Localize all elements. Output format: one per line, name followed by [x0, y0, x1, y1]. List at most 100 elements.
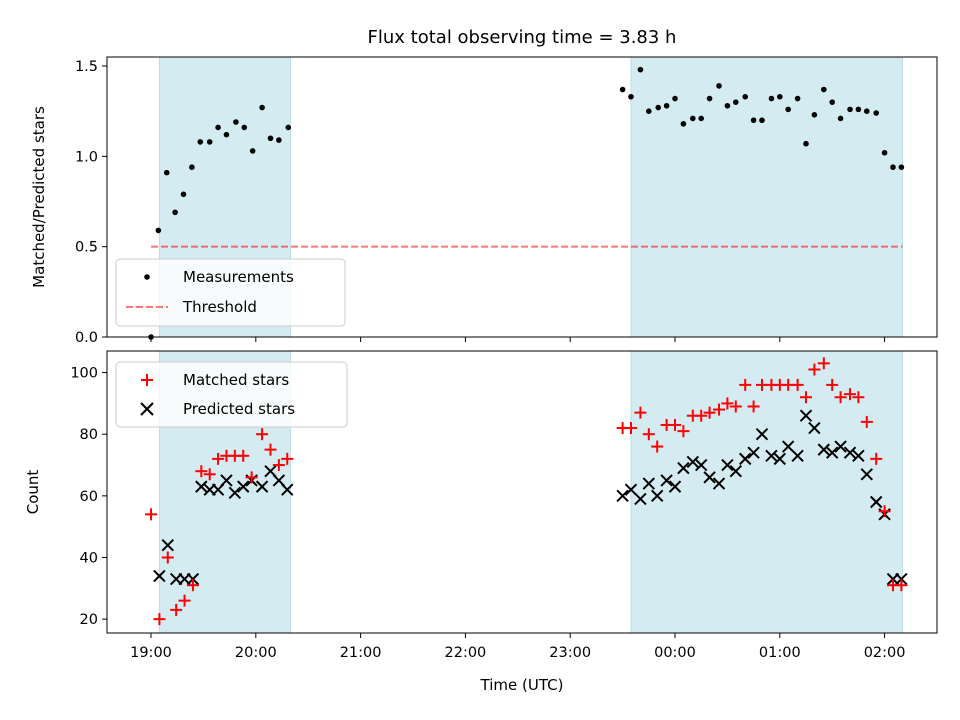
measurement-point — [680, 121, 687, 127]
y-tick-label: 40 — [80, 550, 98, 566]
matched-star-point — [634, 406, 647, 419]
predicted-star-point — [808, 421, 821, 435]
matched-star-point — [791, 378, 804, 391]
bottom-legend: Matched stars Predicted stars — [115, 361, 348, 428]
matched-star-point — [237, 449, 250, 462]
legend-label-measurements: Measurements — [183, 268, 294, 286]
measurement-point — [267, 135, 274, 142]
top-y-axis-label: Matched/Predicted stars — [30, 106, 48, 288]
predicted-star-point — [799, 409, 813, 422]
bottom-x-ticks: 19:00 20:00 21:00 22:00 23:00 00:00 01:00 02:00 — [130, 633, 905, 661]
matched-star-point — [739, 378, 752, 391]
matched-star-point — [713, 403, 726, 416]
measurement-point — [259, 104, 265, 111]
predicted-star-point — [781, 440, 795, 453]
predicted-star-point — [668, 480, 682, 493]
x-tick-label: 19:00 — [130, 645, 172, 661]
matched-star-point — [170, 603, 183, 616]
matched-star-point — [212, 452, 225, 465]
matched-star-point — [808, 363, 821, 376]
count-points — [145, 357, 908, 626]
predicted-star-point — [634, 492, 647, 506]
matched-star-point — [895, 579, 908, 592]
bottom-legend-box — [115, 361, 348, 428]
y-tick-label: 80 — [80, 427, 98, 443]
x-axis-label: Time (UTC) — [480, 676, 564, 694]
matched-star-point — [844, 388, 857, 401]
matched-star-point — [161, 551, 174, 564]
measurement-point — [855, 106, 862, 113]
measurement-point — [215, 124, 221, 131]
measurement-point — [863, 108, 870, 114]
matched-star-point — [195, 465, 208, 478]
predicted-star-point — [694, 458, 708, 472]
legend-marker-measurements — [144, 274, 150, 280]
y-tick-label: 20 — [80, 612, 98, 628]
y-tick-label: 1.0 — [75, 149, 98, 165]
predicted-star-point — [677, 461, 690, 475]
legend-marker-matched — [141, 374, 153, 386]
matched-star-point — [245, 471, 258, 484]
bottom-y-axis-label: Count — [24, 470, 42, 515]
chart-title: Flux total observing time = 3.83 h — [368, 27, 677, 48]
matched-star-point — [677, 425, 690, 438]
measurement-point — [628, 93, 634, 100]
legend-label-matched: Matched stars — [183, 371, 289, 389]
measurement-point — [285, 124, 292, 131]
measurement-point — [742, 93, 749, 100]
predicted-star-point — [791, 449, 804, 462]
y-tick-label: 0.5 — [75, 240, 98, 256]
matched-star-point — [669, 418, 682, 431]
matched-star-point — [281, 452, 294, 465]
matched-star-point — [695, 409, 708, 422]
matched-star-point — [870, 452, 883, 465]
measurement-point — [706, 95, 713, 102]
measurement-point — [759, 117, 765, 124]
x-tick-label: 01:00 — [759, 645, 801, 661]
matched-star-point — [826, 378, 839, 391]
predicted-star-point — [281, 483, 294, 496]
measurement-point — [716, 83, 722, 89]
matched-star-point — [145, 508, 158, 521]
measurement-point — [619, 86, 626, 93]
measurement-point — [172, 209, 178, 216]
predicted-star-point — [616, 489, 629, 503]
measurement-point — [768, 95, 775, 102]
shaded-interval — [630, 350, 903, 634]
x-tick-label: 22:00 — [445, 645, 487, 661]
predicted-star-point — [650, 489, 664, 503]
matched-star-point — [834, 391, 847, 404]
predicted-star-point — [220, 474, 233, 487]
measurement-point — [724, 102, 731, 109]
measurement-point — [690, 115, 696, 122]
predicted-star-point — [755, 428, 769, 441]
matched-star-point — [860, 415, 873, 428]
x-tick-label: 21:00 — [340, 645, 382, 661]
measurement-point — [732, 99, 739, 105]
measurement-point — [881, 149, 888, 156]
y-tick-label: 0.0 — [75, 330, 98, 346]
y-tick-label: 100 — [70, 366, 98, 382]
measurement-point — [206, 139, 213, 145]
matched-star-point — [703, 406, 716, 419]
predicted-star-point — [843, 446, 857, 459]
measurement-point — [873, 110, 880, 116]
shaded-interval — [630, 56, 903, 338]
measurement-point — [249, 148, 256, 154]
predicted-star-point — [895, 572, 908, 586]
predicted-star-point — [703, 471, 716, 484]
matched-star-point — [178, 594, 191, 607]
matched-star-point — [264, 443, 277, 456]
measurement-point — [898, 164, 905, 170]
predicted-star-point — [825, 446, 839, 459]
matched-star-point — [642, 428, 655, 441]
measurement-point — [189, 164, 195, 170]
matched-star-point — [624, 422, 637, 435]
measurement-point — [829, 99, 836, 105]
y-tick-label: 60 — [80, 489, 98, 505]
measurement-point — [233, 119, 239, 125]
predicted-star-point — [834, 440, 847, 453]
top-x-ticks — [150, 337, 886, 342]
predicted-star-point — [195, 480, 208, 493]
matched-star-point — [203, 468, 216, 481]
